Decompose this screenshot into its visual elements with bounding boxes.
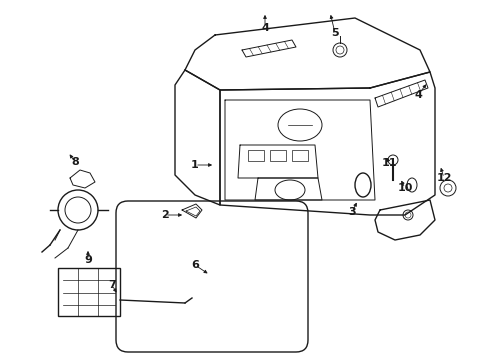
Bar <box>58 268 120 316</box>
Text: 6: 6 <box>191 260 199 270</box>
Text: 4: 4 <box>413 90 421 100</box>
Text: 7: 7 <box>108 280 116 290</box>
Text: 2: 2 <box>161 210 168 220</box>
Text: 5: 5 <box>330 28 338 38</box>
Text: 4: 4 <box>261 23 268 33</box>
Text: 11: 11 <box>381 158 396 168</box>
Text: 10: 10 <box>397 183 412 193</box>
Text: 1: 1 <box>191 160 199 170</box>
Bar <box>291 150 307 161</box>
Bar <box>247 150 264 161</box>
Text: 12: 12 <box>435 173 451 183</box>
Bar <box>269 150 285 161</box>
Text: 9: 9 <box>84 255 92 265</box>
Text: 8: 8 <box>71 157 79 167</box>
Text: 3: 3 <box>347 207 355 217</box>
